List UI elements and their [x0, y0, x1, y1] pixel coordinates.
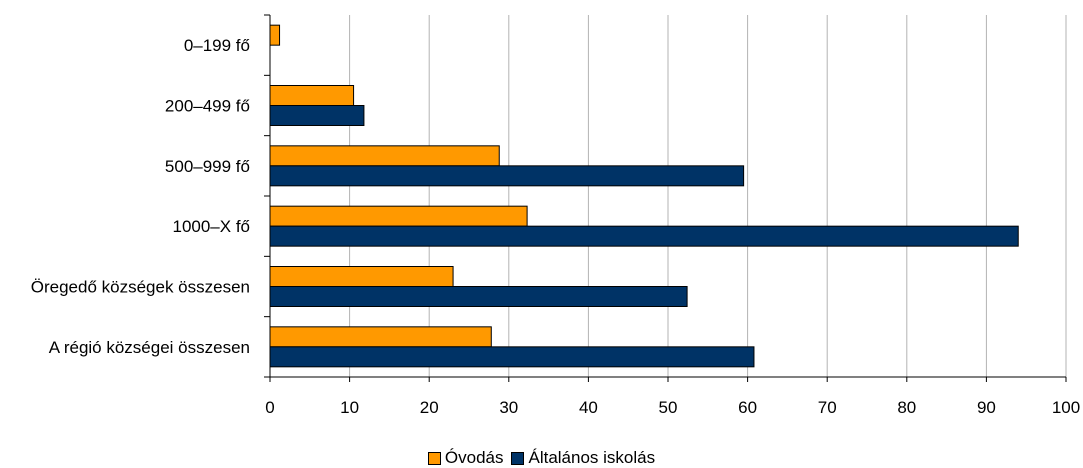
x-tick-label-100: 100 — [1052, 398, 1080, 417]
category-label-2: 500–999 fő — [165, 157, 250, 176]
category-label-4: Öregedő községek összesen — [31, 278, 250, 297]
x-tick-label-0: 0 — [265, 398, 274, 417]
bars — [269, 24, 1019, 368]
legend-item-ovodas: Óvodás — [427, 448, 504, 468]
axes — [264, 14, 1067, 382]
x-tick-label-70: 70 — [818, 398, 837, 417]
bar-ovodas-5 — [269, 326, 492, 348]
bar-altalanos-iskolas-4 — [269, 286, 688, 307]
legend-label-altalanos-iskolas: Általános iskolás — [528, 448, 656, 467]
category-label-3: 1000–X fő — [172, 217, 250, 236]
x-tick-label-40: 40 — [579, 398, 598, 417]
legend-label-ovodas: Óvodás — [444, 448, 504, 467]
bar-ovodas-1 — [269, 85, 355, 106]
legend-item-altalanos-iskolas: Általános iskolás — [511, 448, 655, 468]
legend-swatch-ovodas — [427, 451, 441, 465]
category-label-0: 0–199 fő — [184, 36, 250, 55]
bar-altalanos-iskolas-1 — [269, 105, 365, 126]
bar-ovodas-4 — [269, 266, 454, 287]
labels: 0 10 20 30 40 50 60 70 80 90 100 0–199 fő 200–499 fő… — [31, 36, 1080, 417]
bar-ovodas-0 — [269, 24, 281, 46]
bar-altalanos-iskolas-5 — [269, 346, 755, 368]
bar-chart-svg: 0 10 20 30 40 50 60 70 80 90 100 0–199 fő 200–499 fő… — [31, 14, 1080, 417]
x-tick-label-50: 50 — [659, 398, 678, 417]
grid-lines — [349, 15, 1067, 377]
category-label-5: A régió községei összesen — [49, 338, 250, 357]
bar-altalanos-iskolas-3 — [269, 225, 1019, 247]
x-tick-label-90: 90 — [977, 398, 996, 417]
bar-altalanos-iskolas-2 — [269, 165, 745, 187]
legend-swatch-altalanos-iskolas — [511, 451, 525, 465]
category-label-1: 200–499 fő — [165, 97, 250, 116]
x-tick-label-30: 30 — [499, 398, 518, 417]
x-tick-label-20: 20 — [420, 398, 439, 417]
legend: Óvodás Általános iskolás — [0, 448, 1083, 468]
bar-ovodas-2 — [269, 145, 500, 167]
x-tick-label-60: 60 — [738, 398, 757, 417]
bar-ovodas-3 — [269, 205, 528, 227]
x-tick-label-80: 80 — [897, 398, 916, 417]
x-tick-label-10: 10 — [340, 398, 359, 417]
